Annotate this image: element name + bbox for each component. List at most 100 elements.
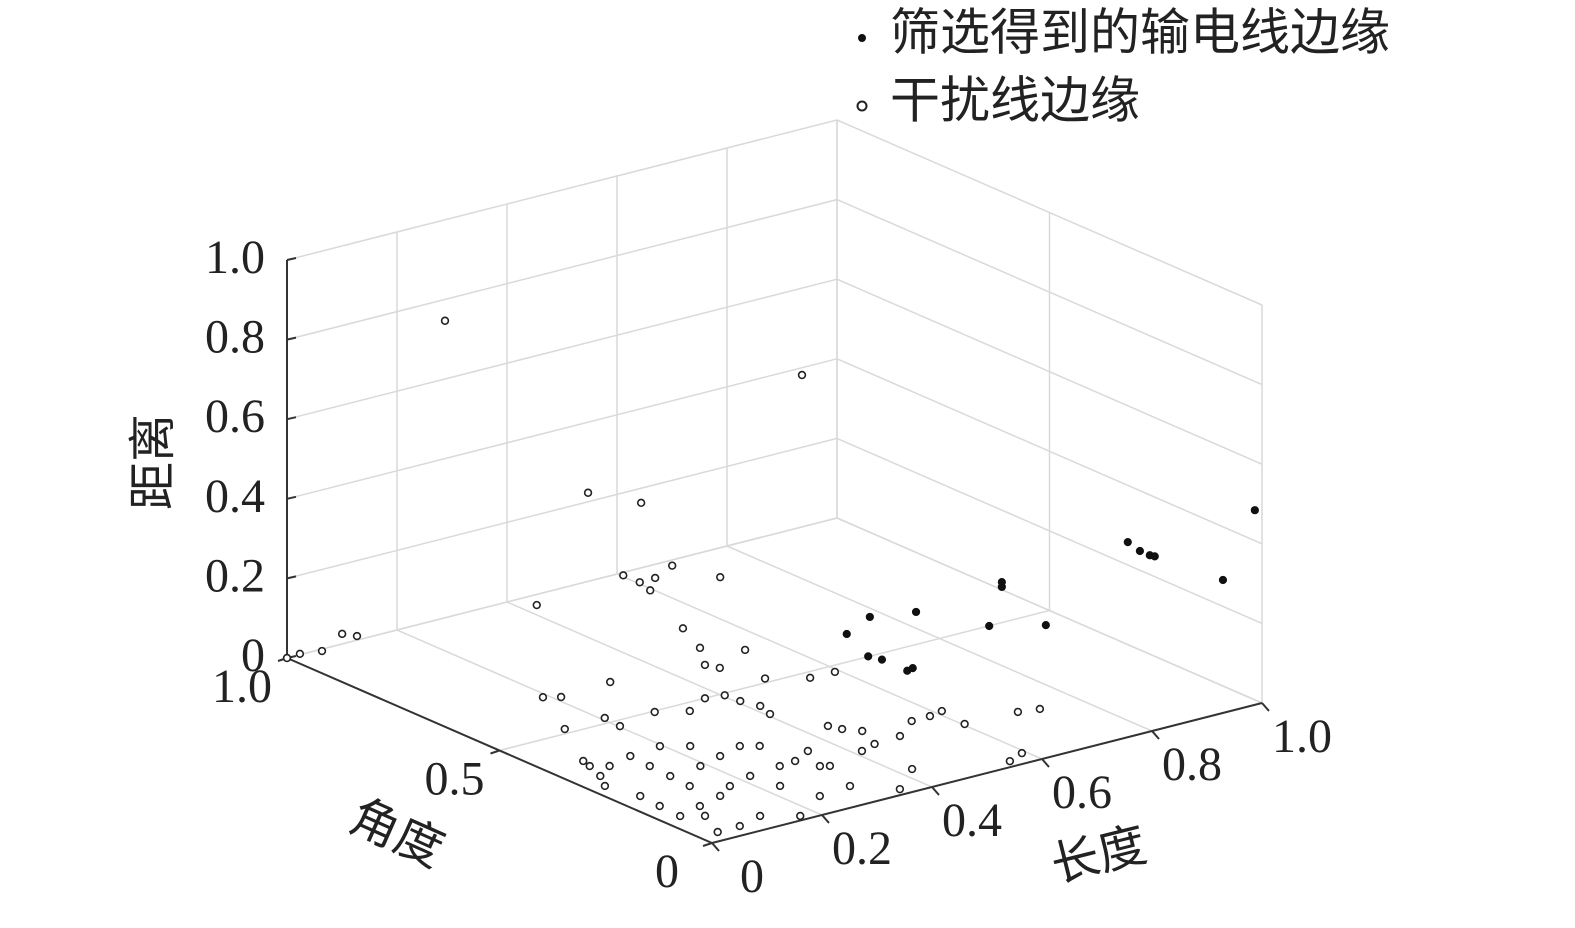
data-point xyxy=(775,781,785,791)
data-point xyxy=(1013,707,1023,717)
data-point xyxy=(655,741,665,751)
z-tick xyxy=(286,575,297,580)
data-point xyxy=(796,811,805,821)
z-tick xyxy=(286,336,297,341)
data-point xyxy=(825,761,835,771)
data-point xyxy=(908,664,917,673)
data-point xyxy=(605,761,614,771)
grid-line xyxy=(286,278,838,420)
data-point xyxy=(985,621,994,631)
grid-line xyxy=(499,609,1050,752)
data-point xyxy=(678,624,688,633)
data-point xyxy=(596,771,605,781)
data-point xyxy=(675,811,685,821)
data-point xyxy=(538,693,548,702)
z-tick-label: 0 xyxy=(241,629,265,682)
data-point xyxy=(685,781,694,791)
legend-text: 干扰线边缘 xyxy=(890,72,1140,128)
data-point xyxy=(765,709,775,719)
data-point xyxy=(823,721,833,731)
data-point xyxy=(556,692,566,702)
data-point xyxy=(713,827,722,837)
data-point xyxy=(352,631,362,641)
data-point xyxy=(700,660,710,670)
data-point xyxy=(790,756,800,766)
grid-line xyxy=(836,198,1263,386)
data-point xyxy=(870,739,879,749)
x-tick-label: 0.6 xyxy=(1052,766,1112,819)
grid-line xyxy=(286,119,838,261)
z-tick xyxy=(286,495,297,500)
data-point xyxy=(877,655,887,664)
z-tick xyxy=(286,257,297,261)
data-point xyxy=(282,653,292,663)
legend-marker xyxy=(858,34,866,42)
x-tick xyxy=(1261,702,1270,712)
x-tick xyxy=(1151,730,1160,740)
x-tick-label: 0.8 xyxy=(1162,738,1222,791)
data-point xyxy=(865,612,874,622)
data-point xyxy=(695,643,705,653)
z-tick xyxy=(286,416,297,421)
data-point xyxy=(842,629,851,639)
data-point xyxy=(837,724,847,734)
grid-line xyxy=(836,358,1263,545)
x-tick-label: 1.0 xyxy=(1272,710,1332,763)
y-tick-label: 0.5 xyxy=(425,753,485,806)
data-point xyxy=(815,761,825,771)
data-point xyxy=(735,741,745,751)
data-point xyxy=(667,561,677,570)
data-point xyxy=(1017,748,1027,758)
data-point xyxy=(845,781,855,791)
data-point xyxy=(907,716,916,726)
grid-line xyxy=(836,437,1263,625)
x-tick-label: 0.4 xyxy=(942,794,1002,847)
grid-line xyxy=(836,517,1263,704)
data-point xyxy=(715,572,725,582)
data-point xyxy=(666,771,675,781)
data-point xyxy=(715,663,724,673)
data-point xyxy=(655,801,664,811)
z-tick-label: 0.4 xyxy=(205,470,265,523)
x-axis-line xyxy=(711,702,1263,844)
data-point xyxy=(775,761,784,771)
data-point xyxy=(797,370,807,380)
grid-line xyxy=(286,358,838,500)
y-tick xyxy=(490,749,500,755)
data-point xyxy=(615,721,625,731)
data-point xyxy=(715,791,725,801)
data-point xyxy=(636,498,646,508)
z-tick-label: 0.6 xyxy=(205,390,265,443)
data-point xyxy=(1035,704,1045,714)
data-point xyxy=(755,811,765,821)
data-point xyxy=(1250,506,1259,515)
x-axis-label: 长度 xyxy=(1046,818,1152,893)
data-point xyxy=(685,706,694,716)
data-point xyxy=(715,751,725,761)
data-point xyxy=(645,761,654,771)
data-point xyxy=(907,764,917,774)
data-point xyxy=(635,578,644,587)
data-point xyxy=(560,724,569,734)
data-point xyxy=(857,746,867,756)
z-tick-label: 0.2 xyxy=(205,549,265,602)
legend-marker xyxy=(856,100,868,112)
z-axis-label: 距离 xyxy=(127,414,180,510)
data-point xyxy=(1123,538,1132,547)
data-point xyxy=(600,713,609,723)
data-point xyxy=(532,600,541,610)
data-point xyxy=(585,761,594,771)
data-point xyxy=(745,771,755,781)
data-point xyxy=(700,694,710,703)
y-tick-label: 1.0 xyxy=(212,660,272,713)
data-point xyxy=(626,751,635,761)
data-point xyxy=(605,677,615,687)
data-point xyxy=(1041,620,1050,630)
data-point xyxy=(579,756,588,766)
axes: 00.20.40.60.81.000.51.000.20.40.60.81.0 xyxy=(205,231,1332,903)
y-tick-label: 0 xyxy=(655,845,679,898)
grid-line xyxy=(286,517,838,659)
grid-line xyxy=(836,119,1263,306)
